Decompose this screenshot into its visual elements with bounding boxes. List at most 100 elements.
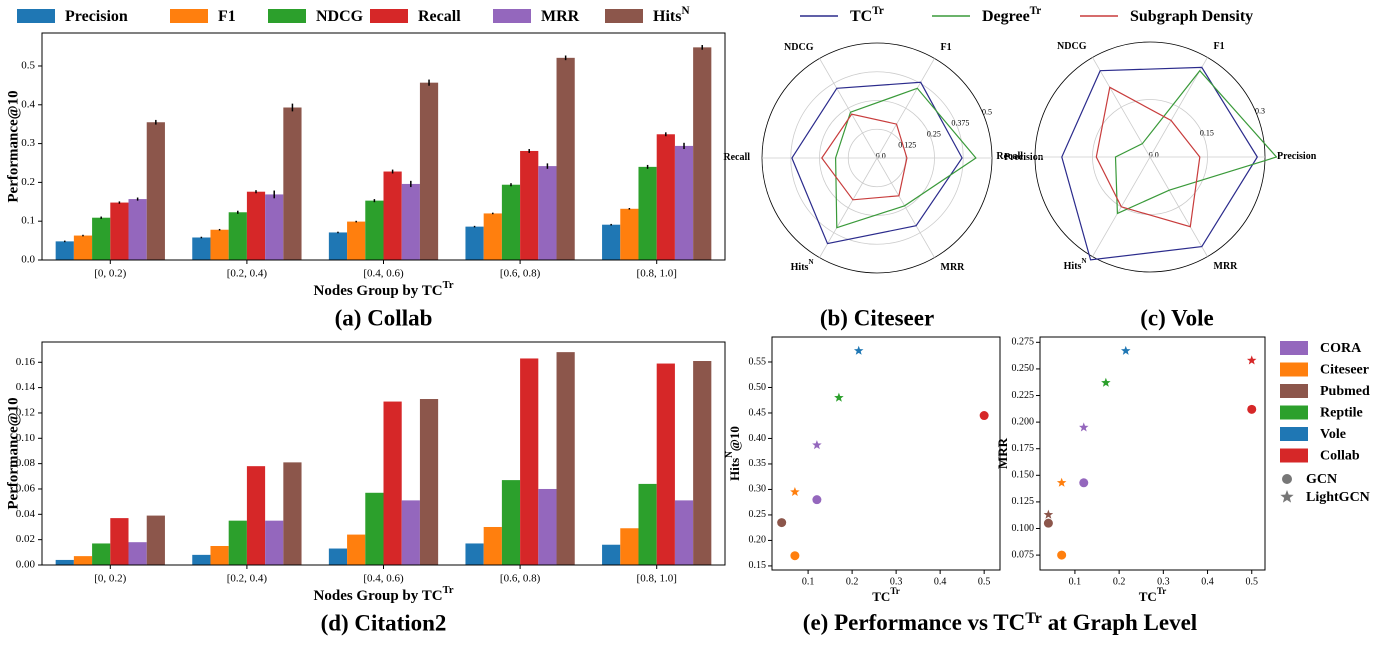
legend-swatch: [1280, 384, 1308, 398]
x-axis-label: Nodes Group by TCTr: [314, 585, 454, 604]
bar: [656, 363, 675, 565]
legend-label: Subgraph Density: [1130, 8, 1253, 25]
caption: (a) Collab: [335, 305, 433, 330]
x-tick-label: 0.1: [802, 576, 815, 587]
y-axis-label-tail: @10: [727, 426, 742, 451]
y-tick-label: 0.16: [16, 356, 36, 368]
y-tick-label: 0.06: [16, 483, 36, 495]
legend-swatch: [1280, 341, 1308, 355]
bar: [210, 229, 229, 260]
axis-label-main: Hits: [791, 262, 809, 273]
axis-label-sup: N: [808, 258, 813, 266]
bar: [192, 554, 211, 565]
legend-label-sup: Tr: [1030, 5, 1042, 17]
legend-label-main: Recall: [418, 8, 461, 25]
bar: [419, 82, 439, 261]
y-tick-label: 0.100: [1012, 523, 1035, 534]
bar: [265, 194, 284, 260]
axis-label-main: F1: [1214, 41, 1225, 52]
plot-frame: [41, 341, 726, 566]
bar: [92, 217, 111, 260]
legend-label: Precision: [65, 8, 128, 25]
legend-label: Vole: [1320, 427, 1346, 442]
x-tick-label: [0.4, 0.6): [363, 268, 404, 280]
bar: [602, 224, 621, 260]
bar: [620, 208, 639, 260]
bar: [283, 462, 302, 565]
caption-sup: Tr: [1025, 610, 1042, 627]
axis-label: HitsN: [791, 258, 814, 274]
y-tick-label: 0.10: [16, 432, 36, 444]
r-tick-label: 0.5: [982, 107, 992, 116]
point: [1079, 478, 1089, 488]
y-tick-label: 0.30: [749, 484, 767, 495]
x-axis-label: TCTr: [1139, 586, 1167, 604]
bar: [520, 358, 539, 565]
legend-label: TCTr: [850, 5, 884, 25]
plot-frame: [41, 32, 726, 261]
y-axis-label: Performance@10: [5, 90, 21, 202]
x-axis-label-main: TC: [1139, 589, 1157, 604]
bar: [401, 183, 420, 260]
y-axis-label-sup: N: [724, 451, 734, 458]
legend-label-main: F1: [218, 8, 236, 25]
bar: [501, 480, 521, 565]
x-axis-label-sup: Tr: [443, 280, 454, 291]
legend-label-sup: N: [681, 5, 689, 17]
point: [1121, 345, 1131, 355]
bar: [73, 556, 93, 565]
y-axis-label-main: MRR: [995, 437, 1010, 469]
point: [812, 440, 822, 450]
x-tick-label: [0, 0.2): [94, 268, 126, 280]
point: [1043, 518, 1053, 528]
bar: [693, 361, 712, 565]
point: [834, 392, 844, 402]
r-tick-label: 0.0: [876, 151, 886, 160]
bar: [383, 401, 402, 565]
axis-label: F1: [941, 42, 952, 53]
point: [853, 345, 864, 355]
spoke: [876, 157, 935, 258]
r-tick-label: 0.25: [927, 129, 941, 138]
bar: [365, 200, 384, 260]
y-tick-label: 0.225: [1012, 390, 1035, 401]
x-tick-label: [0.6, 0.8): [500, 573, 541, 585]
bar: [602, 544, 621, 565]
legend-swatch: [493, 9, 531, 23]
bar: [55, 241, 74, 260]
plot-frame: [1039, 336, 1266, 571]
bar: [538, 488, 557, 565]
r-tick-label: 0.375: [951, 118, 969, 127]
point: [1079, 422, 1089, 432]
y-axis-label: Performance@10: [5, 397, 21, 509]
spoke: [1092, 57, 1151, 158]
bar: [638, 166, 657, 260]
axis-label-main: MRR: [1214, 261, 1239, 272]
axis-label-main: Recall: [723, 152, 750, 163]
bar: [228, 520, 247, 565]
r-tick-label: 0.125: [898, 140, 916, 149]
bar: [401, 500, 420, 565]
radar-line: [821, 113, 908, 201]
bar: [638, 483, 657, 565]
y-tick-label: 0.4: [21, 98, 35, 110]
bar: [483, 526, 502, 565]
axis-label-main: Recall: [996, 151, 1023, 162]
bar: [128, 199, 147, 260]
radar-line: [791, 81, 963, 245]
spoke: [819, 157, 878, 258]
axis-label: Precision: [1004, 152, 1044, 163]
r-tick-label: 0.3: [1255, 106, 1265, 115]
bar: [501, 184, 521, 260]
radar-line: [834, 87, 977, 229]
x-tick-label: [0.8, 1.0]: [637, 268, 677, 280]
legend-swatch: [605, 9, 643, 23]
bar: [228, 212, 247, 260]
x-axis-label-sup: Tr: [443, 585, 454, 596]
y-tick-label: 0.50: [749, 382, 767, 393]
caption-main: (e) Performance vs TC: [803, 610, 1025, 635]
y-tick-label: 0.14: [16, 381, 36, 393]
legend-swatch: [1280, 362, 1308, 377]
legend-label-main: NDCG: [316, 8, 364, 25]
x-axis-label-main: TC: [872, 589, 890, 604]
